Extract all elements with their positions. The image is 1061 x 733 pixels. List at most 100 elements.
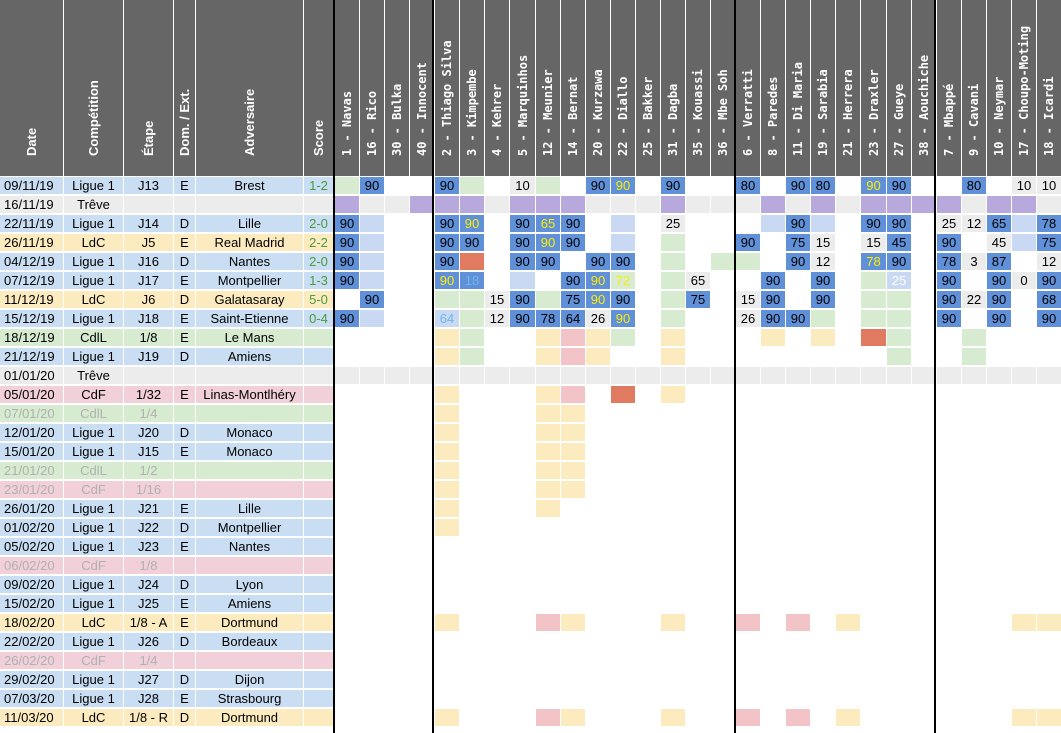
player-cell: 90 [887,253,912,271]
player-cell: 10 [510,177,536,195]
group-separator [934,0,936,733]
player-cell: 78 [1037,215,1061,233]
player-cell [661,329,686,347]
player-cell [561,481,586,499]
player-header-label: 22 - Diallo [616,76,630,157]
player-cell [912,196,937,214]
player-cell [1012,234,1037,252]
row-score [304,367,334,385]
player-cell [836,367,861,385]
player-cell: 90 [611,253,636,271]
player-cell [962,196,987,214]
column-header-label: Compétition [85,80,101,156]
player-cell [536,614,561,632]
player-name: Herrera [841,69,855,120]
player-cell: 90 [987,272,1012,290]
player-cell [912,367,937,385]
player-cell [861,329,887,347]
player-cell: 90 [435,234,460,252]
player-name: Sarabia [816,69,830,120]
player-cell [611,215,636,233]
player-cell [736,614,761,632]
row-opp: Linas-Montlhéry [196,386,304,404]
player-cell [435,443,460,461]
row-comp: LdC [64,614,124,632]
player-cell: 65 [987,215,1012,233]
row-stage: 1/8 - A [124,614,174,632]
player-header: 4 - Kehrer [485,0,510,176]
row-date: 18/12/19 [0,329,64,347]
row-venue: D [174,253,196,271]
player-cell [536,196,561,214]
row-date: 16/11/19 [0,196,64,214]
player-cell: 80 [811,177,836,195]
player-header-label: 2 - Thiago Silva [440,40,454,156]
player-cell [561,424,586,442]
row-venue: E [174,386,196,404]
player-cell: 90 [561,272,586,290]
player-cell [711,196,736,214]
player-name: Kouassi [691,69,705,120]
player-cell: 90 [811,291,836,309]
player-cell [536,329,561,347]
player-number: 18 [1042,141,1056,156]
player-name: Gueye [892,83,906,120]
row-stage: 1/4 [124,652,174,670]
player-name: Diallo [616,76,630,120]
player-cell: 15 [736,291,761,309]
row-venue [174,196,196,214]
player-number: 19 [816,141,830,156]
player-cell: 90 [435,215,460,233]
player-cell: 80 [962,177,987,195]
player-cell [811,310,836,328]
row-score [304,443,334,461]
column-header-date: Date [0,0,64,176]
player-header-label: 25 - Bakker [641,76,655,157]
player-cell [561,462,586,480]
player-cell [811,329,836,347]
player-cell [360,272,385,290]
player-cell [1012,367,1037,385]
row-stage [124,196,174,214]
player-cell [385,367,410,385]
player-cell [1012,196,1037,214]
player-cell [561,329,586,347]
row-opp: Monaco [196,424,304,442]
player-cell [711,367,736,385]
player-cell: 80 [736,177,761,195]
player-cell [661,367,686,385]
player-header-label: 38 - Aouchiche [917,54,931,156]
player-header-label: 12 - Meunier [541,69,555,156]
row-date: 18/02/20 [0,614,64,632]
player-cell: 90 [661,177,686,195]
player-header: 9 - Cavani [962,0,987,176]
row-comp: LdC [64,709,124,727]
row-comp: Ligue 1 [64,690,124,708]
player-cell [510,272,536,290]
player-cell: 90 [586,272,611,290]
player-header-label: 6 - Verratti [741,69,755,156]
player-cell: 90 [435,253,460,271]
player-cell [536,500,561,518]
player-cell [586,329,611,347]
player-cell [836,709,861,727]
column-header-stage: Étape [124,0,174,176]
player-cell [636,196,661,214]
row-opp: Monaco [196,443,304,461]
row-score [304,652,334,670]
player-cell: 90 [611,291,636,309]
player-header-label: 10 - Neymar [992,76,1006,157]
player-cell [536,348,561,366]
player-cell: 90 [460,234,485,252]
row-opp: Lyon [196,576,304,594]
row-date: 26/02/20 [0,652,64,670]
row-stage [124,367,174,385]
player-header: 14 - Bernat [561,0,586,176]
row-opp: Real Madrid [196,234,304,252]
player-cell [435,367,460,385]
row-stage: J5 [124,234,174,252]
player-header: 40 - Innocent [410,0,435,176]
player-cell [561,614,586,632]
player-number: 5 [515,148,530,156]
player-header: 19 - Sarabia [811,0,836,176]
